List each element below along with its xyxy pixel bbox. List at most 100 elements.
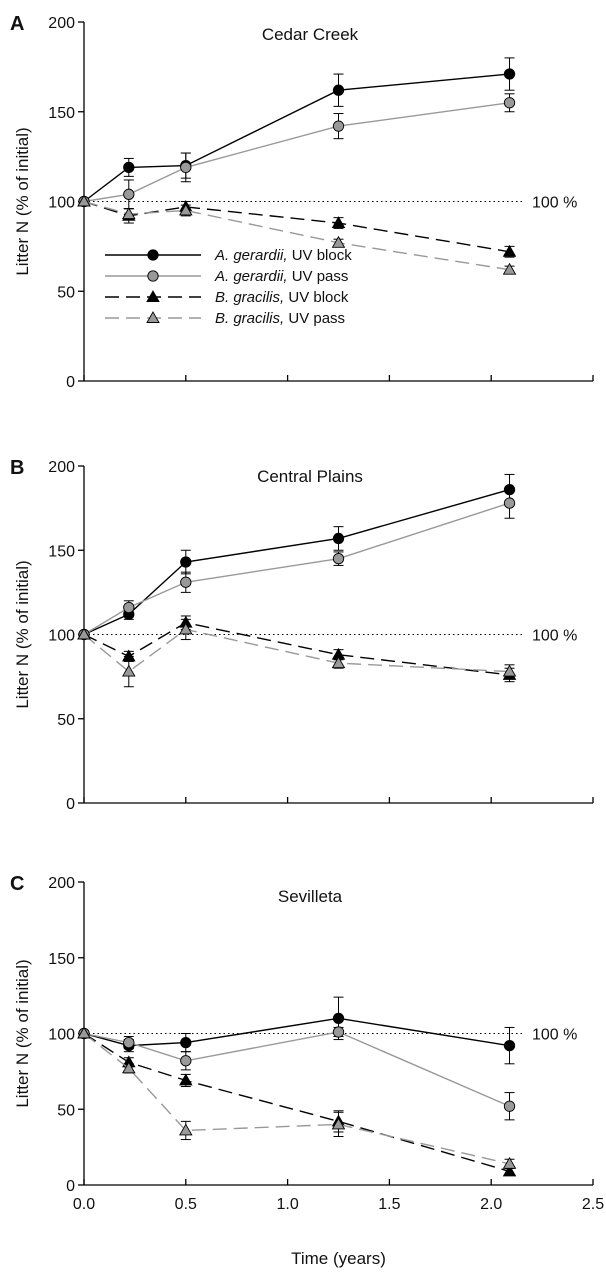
y-tick-label: 50 [57, 284, 75, 301]
series-line [83, 488, 510, 636]
x-tick-label: 0.0 [73, 1196, 95, 1213]
data-point [180, 556, 192, 568]
series-a-gerardii-uv-block [78, 996, 516, 1065]
y-tick-label: 150 [48, 105, 75, 122]
x-axis-label: Time (years) [291, 1249, 386, 1268]
legend-entry: B. gracilis, UV block [215, 289, 349, 306]
x-tick-label: 0.5 [175, 1196, 197, 1213]
panel-a: 0 50 100 150 200 Litter N (% of initial) A Ceda… [10, 13, 594, 391]
legend-species: B. gracilis, [215, 310, 284, 327]
series-b-gracilis-uv-pass [77, 1026, 517, 1169]
series-b-gracilis-uv-pass [77, 194, 517, 275]
series-b-gracilis-uv-block [77, 1026, 517, 1177]
data-point [122, 207, 136, 220]
data-point [77, 627, 91, 640]
legend-species: B. gracilis, [215, 289, 284, 306]
series-a-gerardii-uv-block [78, 473, 516, 641]
data-point [123, 601, 135, 614]
panel-letter: B [10, 457, 24, 479]
y-tick-label: 200 [48, 15, 75, 32]
data-point [331, 216, 346, 228]
panel-title: Central Plains [257, 467, 363, 486]
panel-title: Cedar Creek [262, 25, 359, 44]
data-point [77, 194, 91, 207]
y-axis-label: Litter N (% of initial) [13, 560, 32, 708]
y-tick-label: 200 [48, 875, 75, 892]
data-point [503, 1039, 516, 1052]
data-point [180, 576, 192, 588]
series-line [83, 1032, 510, 1173]
legend-treatment: UV block [288, 247, 353, 264]
legend-species: A. gerardii, [214, 268, 288, 285]
series-a-gerardii-uv-pass [78, 1026, 516, 1121]
reference-line-label: 100 % [532, 195, 577, 212]
data-point [331, 1117, 346, 1130]
data-point [502, 244, 517, 257]
legend-entry: A. gerardii, UV block [214, 247, 352, 264]
data-point [179, 1123, 193, 1136]
data-point [122, 664, 136, 677]
data-point [123, 161, 135, 174]
y-tick-label: 0 [66, 374, 75, 391]
legend-entry: A. gerardii, UV pass [214, 268, 348, 285]
y-tick-label: 100 [48, 628, 75, 645]
series-a-gerardii-uv-pass [78, 487, 516, 641]
data-point [331, 656, 346, 669]
y-axis-label: Litter N (% of initial) [13, 959, 32, 1107]
data-point [77, 1026, 91, 1039]
series-line [83, 621, 510, 676]
data-point [503, 97, 516, 109]
y-tick-label: 50 [57, 1102, 75, 1119]
data-point [332, 1026, 345, 1038]
series-line [83, 1031, 510, 1107]
legend-treatment: UV pass [284, 310, 345, 327]
data-point [331, 235, 346, 248]
series-b-gracilis-uv-block [77, 615, 517, 683]
y-tick-label: 100 [48, 195, 75, 212]
y-tick-label: 0 [66, 1178, 75, 1195]
data-point [180, 1055, 192, 1067]
y-tick-label: 200 [48, 459, 75, 476]
panel-b: 0 50 100 150 200 Litter N (% of initial) B Cent… [10, 457, 594, 813]
data-point [503, 497, 516, 509]
data-point [123, 188, 135, 200]
series-line [83, 200, 510, 253]
y-tick-label: 0 [66, 796, 75, 813]
series-a-gerardii-uv-block [78, 57, 516, 208]
x-tick-label: 1.0 [276, 1196, 298, 1213]
legend-treatment: UV pass [288, 268, 349, 285]
data-point [332, 532, 345, 545]
data-point [180, 1036, 192, 1049]
y-axis-label: Litter N (% of initial) [13, 127, 32, 275]
legend-entry: B. gracilis, UV pass [215, 310, 345, 327]
x-tick-label: 2.0 [480, 1196, 502, 1213]
reference-line-label: 100 % [532, 628, 577, 645]
series-line [83, 200, 510, 271]
panel-letter: A [10, 13, 24, 35]
data-point [179, 1073, 193, 1086]
data-point [503, 68, 516, 80]
data-point [332, 84, 345, 96]
legend-species: A. gerardii, [214, 247, 288, 264]
x-tick-label: 2.5 [582, 1196, 604, 1213]
y-tick-label: 150 [48, 951, 75, 968]
series-line [83, 1017, 510, 1047]
reference-line-label: 100 % [532, 1027, 577, 1044]
y-tick-label: 150 [48, 543, 75, 560]
data-point [122, 1061, 136, 1074]
panel-c: 0 50 100 150 200 0.0 0.5 1.0 1.5 2.0 2.5 Litter N (… [10, 873, 604, 1213]
data-point [179, 203, 193, 216]
series-line [83, 1032, 510, 1165]
panel-title: Sevilleta [278, 887, 343, 906]
x-tick-label: 1.5 [378, 1196, 400, 1213]
data-point [332, 553, 345, 565]
data-point [332, 1012, 345, 1024]
legend-marker [146, 290, 160, 302]
series-b-gracilis-uv-pass [77, 618, 517, 688]
legend-marker [147, 270, 159, 282]
data-point [502, 664, 517, 677]
series-line [83, 102, 510, 203]
data-point [502, 262, 517, 275]
